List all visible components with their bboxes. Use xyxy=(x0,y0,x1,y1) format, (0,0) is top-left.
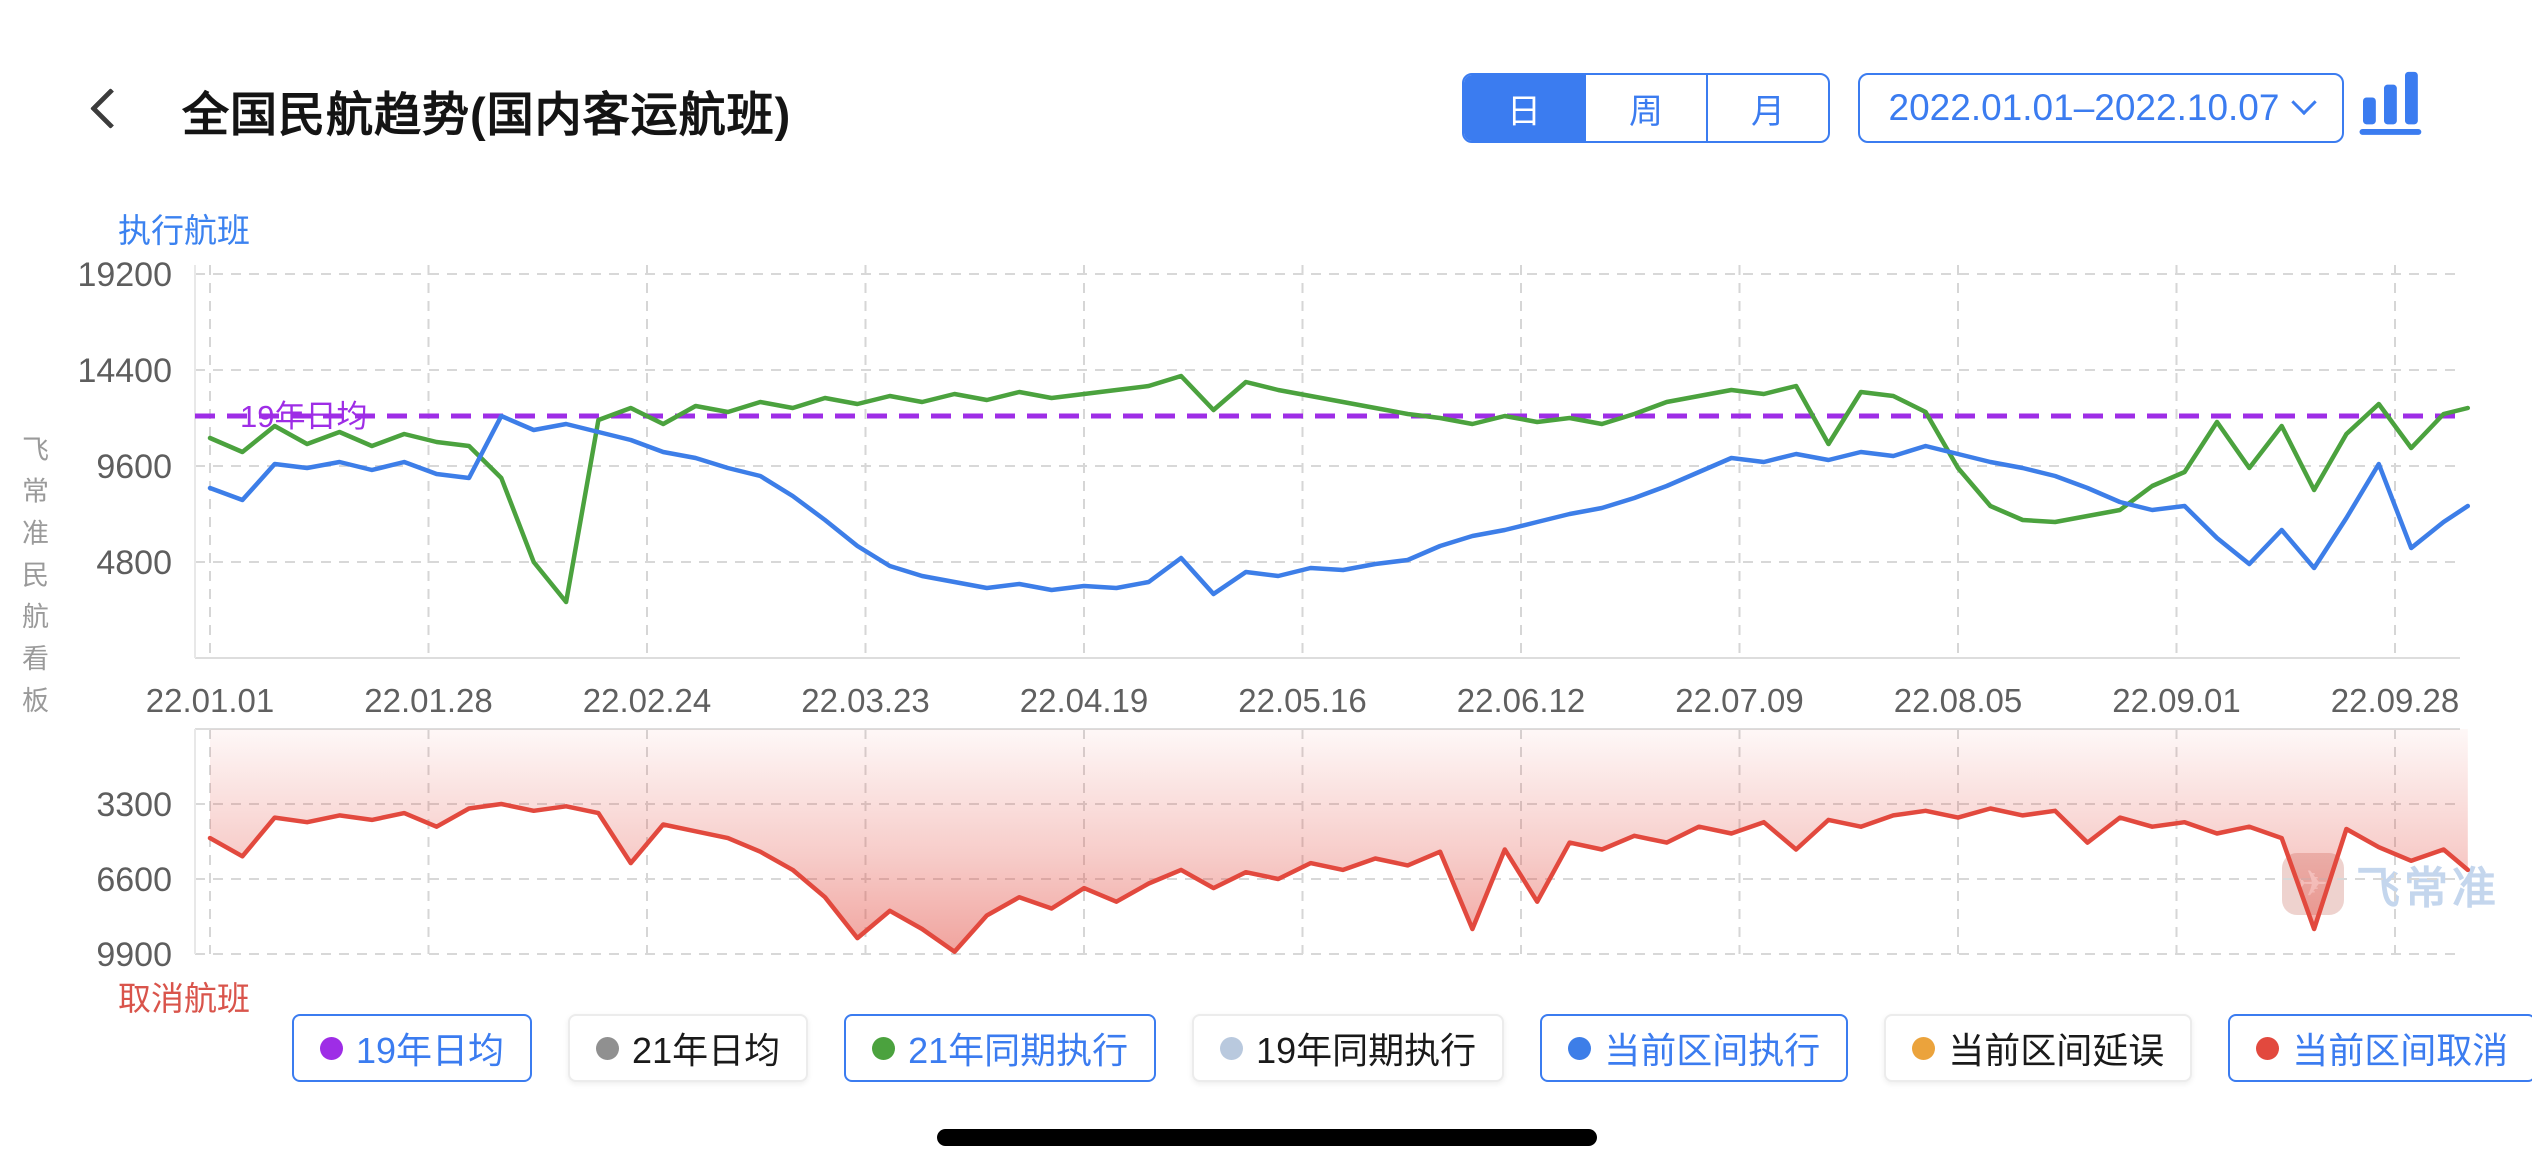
legend-dot xyxy=(2256,1036,2280,1060)
legend-label: 21年日均 xyxy=(632,1030,781,1071)
watermark-brand-text: 飞常准 xyxy=(2356,864,2500,913)
date-range-value: 2022.01.01–2022.10.07 xyxy=(1888,87,2280,128)
legend-item-current-executed[interactable]: 当前区间执行 xyxy=(1540,1014,1849,1082)
cancelled-flights-axis-title: 取消航班 xyxy=(118,980,250,1017)
cancelled-flights-chart: 3300 6600 9900 xyxy=(96,728,2471,974)
svg-text:22.09.01: 22.09.01 xyxy=(2112,682,2240,719)
legend-dot xyxy=(872,1036,896,1060)
svg-text:4800: 4800 xyxy=(96,544,172,582)
legend-item-current-cancelled[interactable]: 当前区间取消 xyxy=(2228,1014,2532,1082)
legend-label: 19年日均 xyxy=(356,1030,505,1071)
svg-text:9900: 9900 xyxy=(96,936,172,974)
legend-item-19yr-daily-avg[interactable]: 19年日均 xyxy=(292,1014,533,1082)
chart-legend: 19年日均 21年日均 21年同期执行 19年同期执行 当前区间执行 当前区间延… xyxy=(292,1014,2532,1082)
tab-day[interactable]: 日 xyxy=(1464,75,1584,141)
legend-dot xyxy=(320,1036,343,1060)
svg-text:22.04.19: 22.04.19 xyxy=(1020,682,1148,719)
legend-dot xyxy=(1568,1036,1592,1060)
svg-text:22.06.12: 22.06.12 xyxy=(1457,682,1585,719)
svg-text:22.03.23: 22.03.23 xyxy=(801,682,929,719)
legend-label: 21年同期执行 xyxy=(908,1030,1129,1071)
legend-item-21yr-executed[interactable]: 21年同期执行 xyxy=(844,1014,1157,1082)
legend-item-19yr-executed[interactable]: 19年同期执行 xyxy=(1192,1014,1505,1082)
date-range-select[interactable]: 2022.01.01–2022.10.07 xyxy=(1858,73,2344,143)
svg-text:9600: 9600 xyxy=(96,448,172,486)
airplane-app-icon: ✈ xyxy=(2282,853,2344,915)
executed-flights-axis-title: 执行航班 xyxy=(118,212,250,249)
legend-item-21yr-daily-avg[interactable]: 21年日均 xyxy=(568,1014,809,1082)
svg-text:22.05.16: 22.05.16 xyxy=(1238,682,1366,719)
svg-text:22.01.01: 22.01.01 xyxy=(146,682,274,719)
legend-label: 当前区间延误 xyxy=(1948,1030,2165,1071)
legend-dot xyxy=(1220,1036,1244,1060)
home-indicator-bar[interactable] xyxy=(937,1129,1597,1146)
svg-text:22.01.28: 22.01.28 xyxy=(364,682,492,719)
svg-text:14400: 14400 xyxy=(77,352,172,390)
svg-text:22.02.24: 22.02.24 xyxy=(583,682,711,719)
back-chevron-icon[interactable] xyxy=(89,87,132,130)
chevron-down-icon xyxy=(2291,89,2318,116)
executed-flights-chart: 19200 14400 9600 4800 19年日均 22.01.01 22.01.28 2… xyxy=(77,256,2471,719)
svg-text:3300: 3300 xyxy=(96,786,172,824)
tab-week[interactable]: 周 xyxy=(1584,75,1706,141)
svg-text:6600: 6600 xyxy=(96,861,172,899)
legend-label: 19年同期执行 xyxy=(1256,1030,1477,1071)
legend-dot xyxy=(1912,1036,1936,1060)
svg-text:19年日均: 19年日均 xyxy=(240,399,367,434)
page-title: 全国民航趋势(国内客运航班) xyxy=(182,88,792,141)
legend-item-current-delayed[interactable]: 当前区间延误 xyxy=(1884,1014,2193,1082)
legend-label: 当前区间执行 xyxy=(1604,1030,1821,1071)
bar-chart-icon[interactable] xyxy=(2356,66,2426,136)
sidebar-brand-text: 飞常准民航看板 xyxy=(18,435,48,728)
watermark: ✈ 飞常准 xyxy=(2282,852,2500,916)
tab-month[interactable]: 月 xyxy=(1706,75,1828,141)
svg-text:22.09.28: 22.09.28 xyxy=(2331,682,2459,719)
svg-text:22.07.09: 22.07.09 xyxy=(1675,682,1803,719)
svg-text:19200: 19200 xyxy=(77,256,172,294)
legend-label: 当前区间取消 xyxy=(2292,1030,2509,1071)
legend-dot xyxy=(596,1036,620,1060)
svg-text:22.08.05: 22.08.05 xyxy=(1894,682,2022,719)
period-tabs[interactable]: 日 周 月 xyxy=(1462,73,1830,143)
